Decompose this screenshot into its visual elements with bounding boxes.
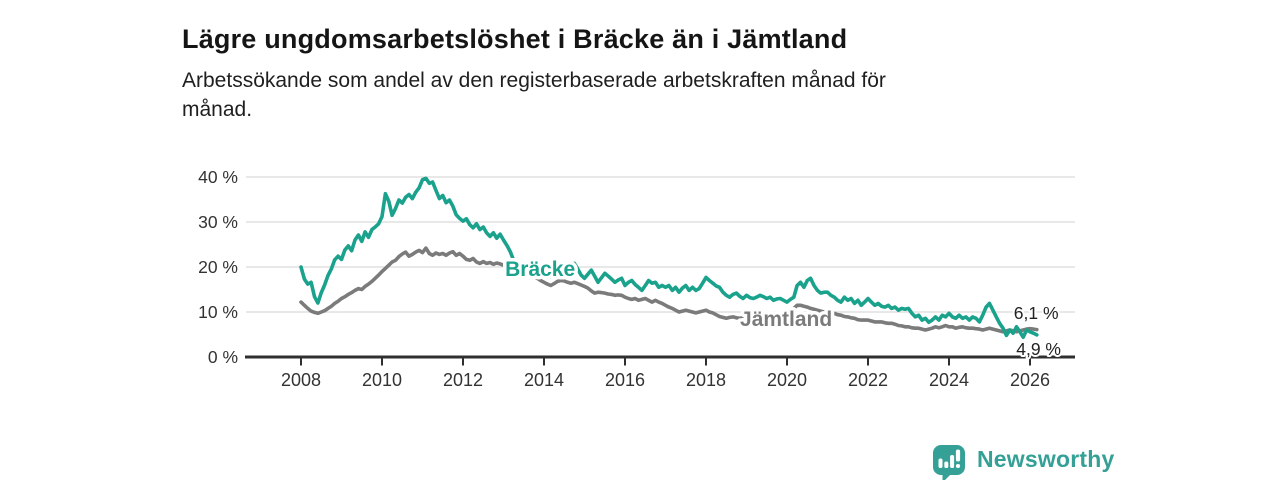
series-line-jamtland xyxy=(299,246,1039,334)
x-axis-label: 2020 xyxy=(767,370,807,390)
x-axis-label: 2012 xyxy=(443,370,483,390)
y-axis-label: 40 % xyxy=(198,167,238,187)
x-axis-label: 2024 xyxy=(929,370,969,390)
end-value-label-jamtland: 6,1 % xyxy=(1014,303,1059,323)
chart-subtitle-line-2: månad. xyxy=(182,98,253,121)
end-value-label-bracke: 4,9 % xyxy=(1016,339,1061,359)
chart-subtitle: Arbetssökande som andel av den registerb… xyxy=(182,66,886,124)
chart-figure: 0 % 10 % 20 % 30 % 40 % 2008 2010 2012 2014 2016 2… xyxy=(180,162,1090,402)
logo-exclamation-dot xyxy=(955,464,961,468)
x-axis-label: 2018 xyxy=(686,370,726,390)
x-axis-label: 2014 xyxy=(524,370,564,390)
chart-subtitle-line-1: Arbetssökande som andel av den registerb… xyxy=(182,69,886,92)
logo-exclamation-bar xyxy=(955,449,961,462)
logo-bar-2 xyxy=(944,461,949,468)
y-axis-label: 20 % xyxy=(198,257,238,277)
y-axis-label: 30 % xyxy=(198,212,238,232)
logo-bar-3 xyxy=(950,455,955,468)
x-axis-label: 2008 xyxy=(281,370,321,390)
x-axis-label: 2010 xyxy=(362,370,402,390)
series-label-bracke: Bräcke xyxy=(505,258,575,281)
logo-bar-1 xyxy=(938,458,943,468)
page-title: Lägre ungdomsarbetslöshet i Bräcke än i … xyxy=(182,24,848,55)
y-axis-label: 0 % xyxy=(208,347,238,367)
series-label-jamtland: Jämtland xyxy=(740,308,832,331)
brand-wordmark: Newsworthy xyxy=(977,446,1115,472)
x-axis-label: 2022 xyxy=(848,370,888,390)
x-axis-label: 2016 xyxy=(605,370,645,390)
brand-footer: Newsworthy xyxy=(931,443,1280,480)
newsworthy-logo-icon xyxy=(933,445,965,480)
series-line-bracke xyxy=(299,176,1039,339)
unemployment-line-chart: 0 % 10 % 20 % 30 % 40 % 2008 2010 2012 2014 2016 2… xyxy=(198,167,1075,390)
y-axis-label: 10 % xyxy=(198,302,238,322)
x-axis-label: 2026 xyxy=(1010,370,1050,390)
